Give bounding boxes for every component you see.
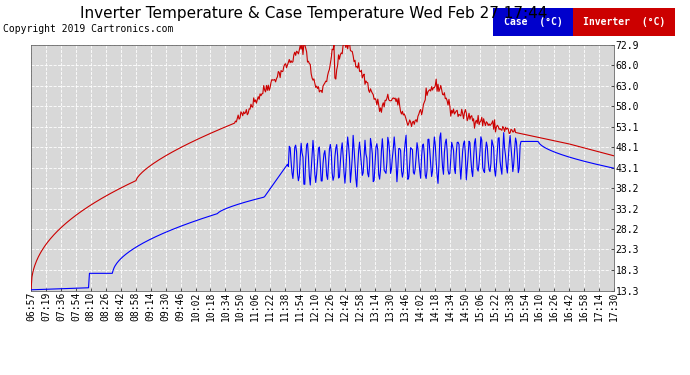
Text: Copyright 2019 Cartronics.com: Copyright 2019 Cartronics.com [3,24,174,34]
Text: Inverter  (°C): Inverter (°C) [582,16,665,27]
Text: Case  (°C): Case (°C) [504,16,562,27]
Text: Inverter Temperature & Case Temperature Wed Feb 27 17:44: Inverter Temperature & Case Temperature … [80,6,548,21]
